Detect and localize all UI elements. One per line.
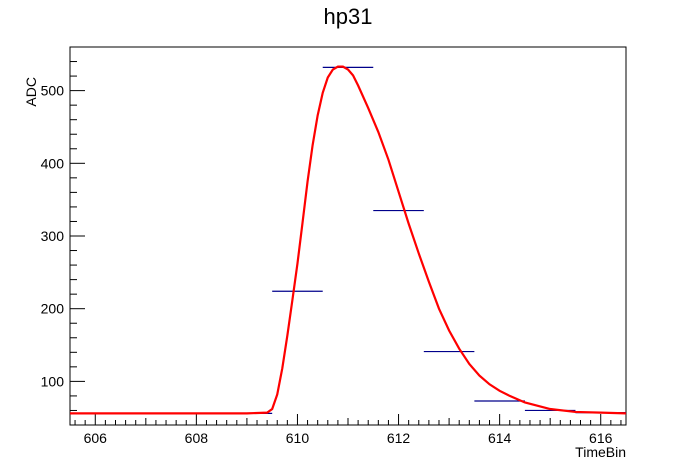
y-tick-label: 200 bbox=[41, 301, 65, 317]
chart-title: hp31 bbox=[324, 4, 373, 29]
x-tick-label: 614 bbox=[488, 430, 512, 446]
x-tick-label: 616 bbox=[589, 430, 613, 446]
plot-frame bbox=[69, 46, 627, 426]
x-axis-ticks bbox=[74, 414, 622, 425]
y-axis-tick-labels: 100 200 300 400 500 bbox=[41, 83, 65, 390]
x-tick-label: 608 bbox=[185, 430, 209, 446]
y-axis-ticks bbox=[70, 46, 85, 426]
y-axis-label: ADC bbox=[23, 77, 39, 107]
y-tick-label: 400 bbox=[41, 155, 65, 171]
histogram-series bbox=[70, 66, 626, 414]
plot-area: 606 608 610 612 614 616 100 200 300 400 500 bbox=[41, 46, 627, 446]
y-tick-label: 300 bbox=[41, 228, 65, 244]
fit-curve-series bbox=[70, 65, 627, 415]
x-tick-label: 612 bbox=[387, 430, 411, 446]
x-tick-label: 606 bbox=[84, 430, 108, 446]
x-axis-tick-labels: 606 608 610 612 614 616 bbox=[84, 430, 613, 446]
x-tick-label: 610 bbox=[286, 430, 310, 446]
y-tick-label: 500 bbox=[41, 83, 65, 99]
x-axis-label: TimeBin bbox=[575, 444, 626, 460]
y-tick-label: 100 bbox=[41, 373, 65, 389]
